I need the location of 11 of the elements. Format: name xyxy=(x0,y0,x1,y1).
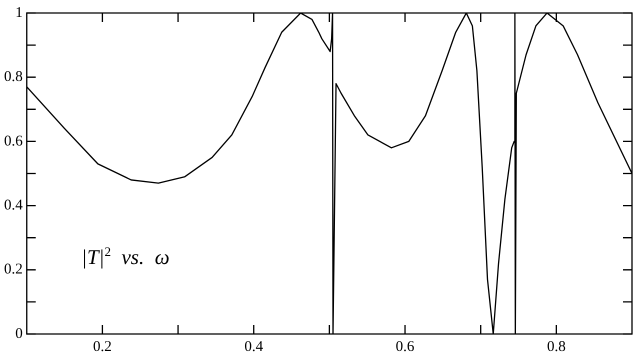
y-tick-label: 0 xyxy=(15,326,23,342)
x-tick-label: 0.6 xyxy=(396,338,415,355)
x-tick-label: 0.8 xyxy=(546,338,566,355)
y-tick-label: 1 xyxy=(15,4,23,21)
y-tick-label: 0.8 xyxy=(4,69,23,86)
y-tick-label: 0.2 xyxy=(4,262,23,278)
annotation: |T|$^{2}$ vs. ω xyxy=(81,244,170,270)
y-tick-label: 0.6 xyxy=(4,133,24,150)
x-tick-label: 0.4 xyxy=(244,338,264,355)
x-tick-label: 0.2 xyxy=(93,338,112,355)
y-tick-label: 0.4 xyxy=(4,198,24,214)
